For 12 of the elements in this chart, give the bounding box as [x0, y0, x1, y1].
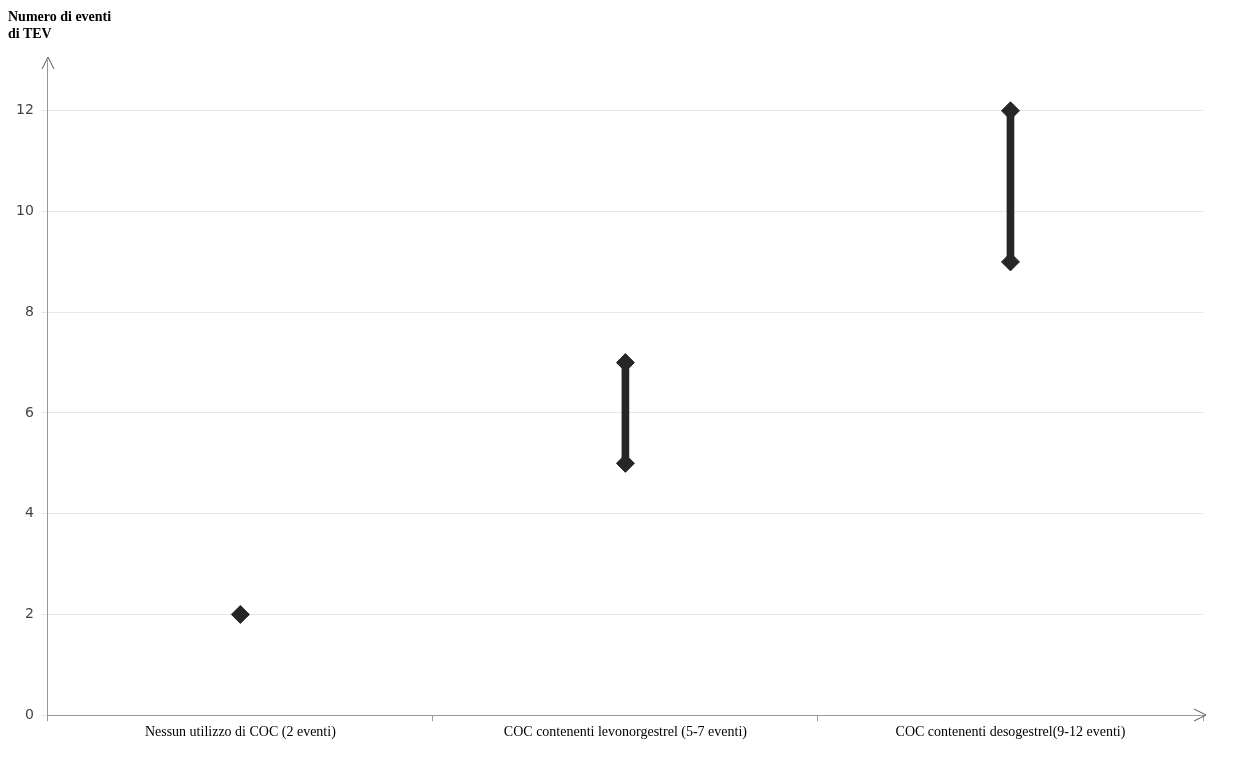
- y-tick-label: 8: [24, 302, 34, 319]
- point: [230, 604, 250, 624]
- y-tick-label: 4: [24, 504, 34, 521]
- y-axis-title: Numero di eventi di TEV: [8, 8, 113, 42]
- y-tick-label: 6: [24, 403, 34, 420]
- x-tick-label: COC contenenti levonorgestrel (5-7 eventi): [503, 724, 748, 741]
- x-tick-label: Nessun utilizzo di COC (2 eventi): [144, 724, 337, 741]
- x-tick-label: COC contenenti desogestrel(9-12 eventi): [895, 724, 1126, 741]
- y-tick-label: 2: [24, 605, 34, 622]
- y-tick-label: 10: [15, 202, 34, 219]
- y-tick-label: 12: [15, 101, 34, 118]
- y-tick-label: 0: [24, 705, 34, 722]
